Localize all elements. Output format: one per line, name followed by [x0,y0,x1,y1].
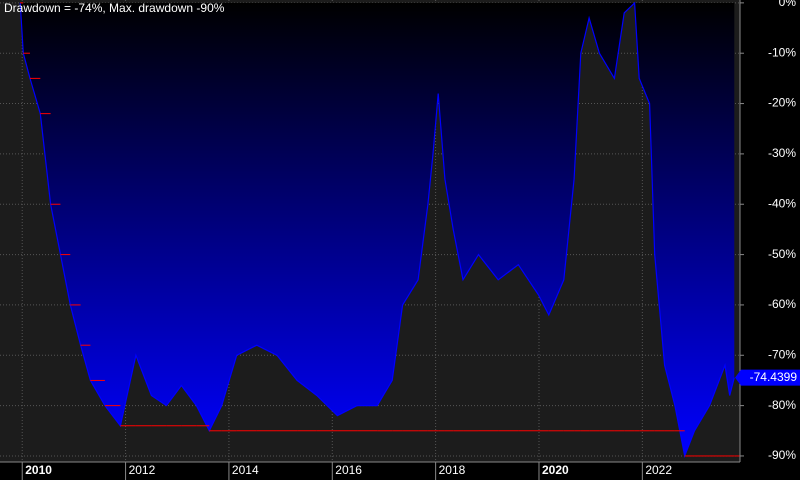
y-tick-label: -80% [768,398,796,412]
x-tick-label: 2014 [232,463,259,477]
last-value-box [741,369,800,386]
y-tick-label: 0% [779,0,797,9]
chart-title: Drawdown = -74%, Max. drawdown -90% [4,1,225,15]
y-tick-label: -40% [768,196,796,210]
y-tick-label: -50% [768,247,796,261]
last-value-pointer [735,369,741,386]
last-value-label: -74.4399 [750,370,798,384]
drawdown-line [19,1,735,459]
x-tick-label: 2022 [645,463,672,477]
x-tick-label: 2012 [129,463,156,477]
drawdown-area [20,2,735,456]
y-tick-label: -30% [768,146,796,160]
x-tick-label: 2018 [439,463,466,477]
x-tick-label: 2010 [25,463,52,477]
x-tick-label: 2020 [542,463,569,477]
x-tick-label: 2016 [335,463,362,477]
y-tick-label: -70% [768,347,796,361]
y-tick-label: -10% [768,45,796,59]
y-tick-label: -60% [768,297,796,311]
y-tick-label: -20% [768,96,796,110]
y-tick-label: -90% [768,448,796,462]
